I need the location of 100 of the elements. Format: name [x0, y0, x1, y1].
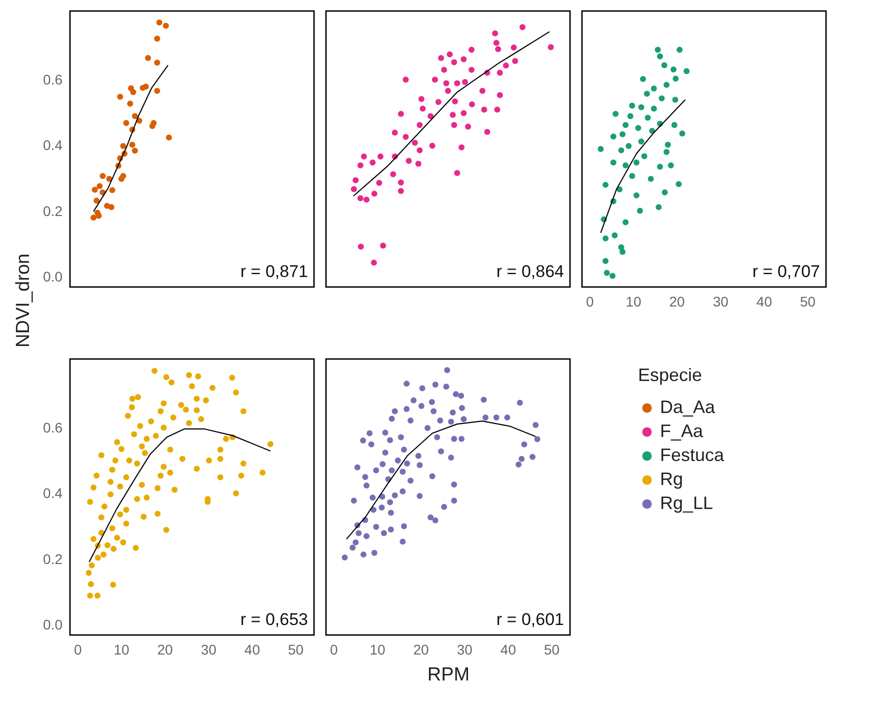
point [602, 235, 609, 242]
point [612, 232, 618, 238]
x-tick-label: 50 [544, 642, 560, 658]
point [638, 138, 644, 144]
point [610, 272, 616, 279]
point [92, 186, 98, 193]
legend-label: Rg [660, 469, 684, 489]
point [622, 162, 629, 168]
point [100, 172, 106, 179]
y-tick-label: 0.6 [43, 420, 63, 436]
point [671, 122, 678, 128]
point [612, 110, 619, 117]
point [604, 270, 610, 276]
legend-label: F_Aa [660, 421, 704, 441]
legend-title: Especie [638, 365, 702, 385]
point [654, 46, 661, 53]
y-axis-title: NDVI_dron [13, 254, 34, 348]
x-tick-label: 20 [157, 642, 174, 658]
point [676, 46, 683, 53]
point [108, 204, 114, 210]
point [130, 89, 136, 96]
point [109, 187, 116, 194]
point [668, 162, 674, 168]
y-tick-label: 0.2 [43, 550, 63, 567]
point [132, 148, 138, 154]
point [670, 66, 676, 72]
point [156, 20, 162, 26]
legend-label: Rg_LL [660, 493, 714, 513]
annotation: r = 0,601 [496, 610, 564, 629]
point [129, 142, 136, 148]
x-tick-label: 0 [330, 642, 338, 658]
x-tick-label: 0 [586, 294, 594, 310]
x-tick-label: 40 [756, 294, 772, 310]
point [132, 113, 138, 120]
annotation: r = 0,871 [240, 262, 308, 281]
point [622, 122, 629, 128]
point [662, 189, 668, 196]
point [650, 86, 657, 92]
point [602, 182, 609, 188]
x-tick-label: 40 [244, 642, 260, 658]
y-tick-label: 0.2 [43, 202, 63, 219]
annotation: r = 0,653 [240, 610, 308, 629]
point [656, 204, 662, 210]
point [672, 76, 679, 82]
point [638, 104, 644, 110]
point [94, 198, 100, 204]
point [684, 68, 690, 74]
annotation: r = 0,864 [496, 262, 564, 281]
point [144, 54, 151, 61]
point [620, 131, 626, 138]
x-tick-label: 30 [200, 642, 217, 658]
point [627, 113, 634, 120]
point [629, 102, 636, 109]
point [598, 146, 604, 152]
point [120, 143, 126, 150]
x-tick-label: 30 [712, 294, 729, 310]
point [96, 183, 103, 190]
point [610, 134, 616, 140]
point [672, 96, 678, 103]
point [664, 148, 670, 155]
point [640, 76, 646, 82]
point [154, 88, 160, 94]
point [661, 62, 668, 68]
point [166, 134, 172, 140]
point [679, 130, 686, 137]
point [633, 192, 640, 198]
point [162, 22, 169, 29]
y-tick-label: 0.0 [43, 616, 63, 633]
point [154, 60, 160, 66]
point [635, 124, 642, 131]
point [602, 258, 609, 264]
x-tick-label: 30 [456, 642, 473, 658]
point [626, 143, 632, 150]
point [636, 208, 643, 214]
point [118, 176, 124, 182]
point [644, 114, 651, 121]
x-tick-label: 20 [669, 294, 686, 310]
legend-label: Festuca [660, 445, 726, 465]
point [123, 120, 130, 126]
y-tick-label: 0.4 [43, 137, 63, 154]
x-tick-label: 50 [288, 642, 304, 658]
x-tick-label: 50 [800, 294, 816, 310]
y-tick-label: 0.4 [43, 485, 63, 502]
point [676, 181, 682, 188]
point [117, 94, 124, 100]
point [127, 100, 134, 107]
point [656, 53, 663, 60]
point [650, 106, 657, 112]
point [644, 90, 650, 97]
point [622, 219, 629, 226]
point [618, 147, 624, 154]
legend-label: Da_Aa [660, 397, 716, 417]
point [142, 84, 149, 90]
y-tick-label: 0.0 [43, 268, 63, 285]
x-tick-label: 10 [626, 294, 642, 310]
y-tick-label: 0.6 [43, 72, 63, 88]
annotation: r = 0,707 [752, 262, 820, 281]
point [641, 153, 648, 160]
point [648, 176, 654, 182]
point [664, 142, 671, 148]
